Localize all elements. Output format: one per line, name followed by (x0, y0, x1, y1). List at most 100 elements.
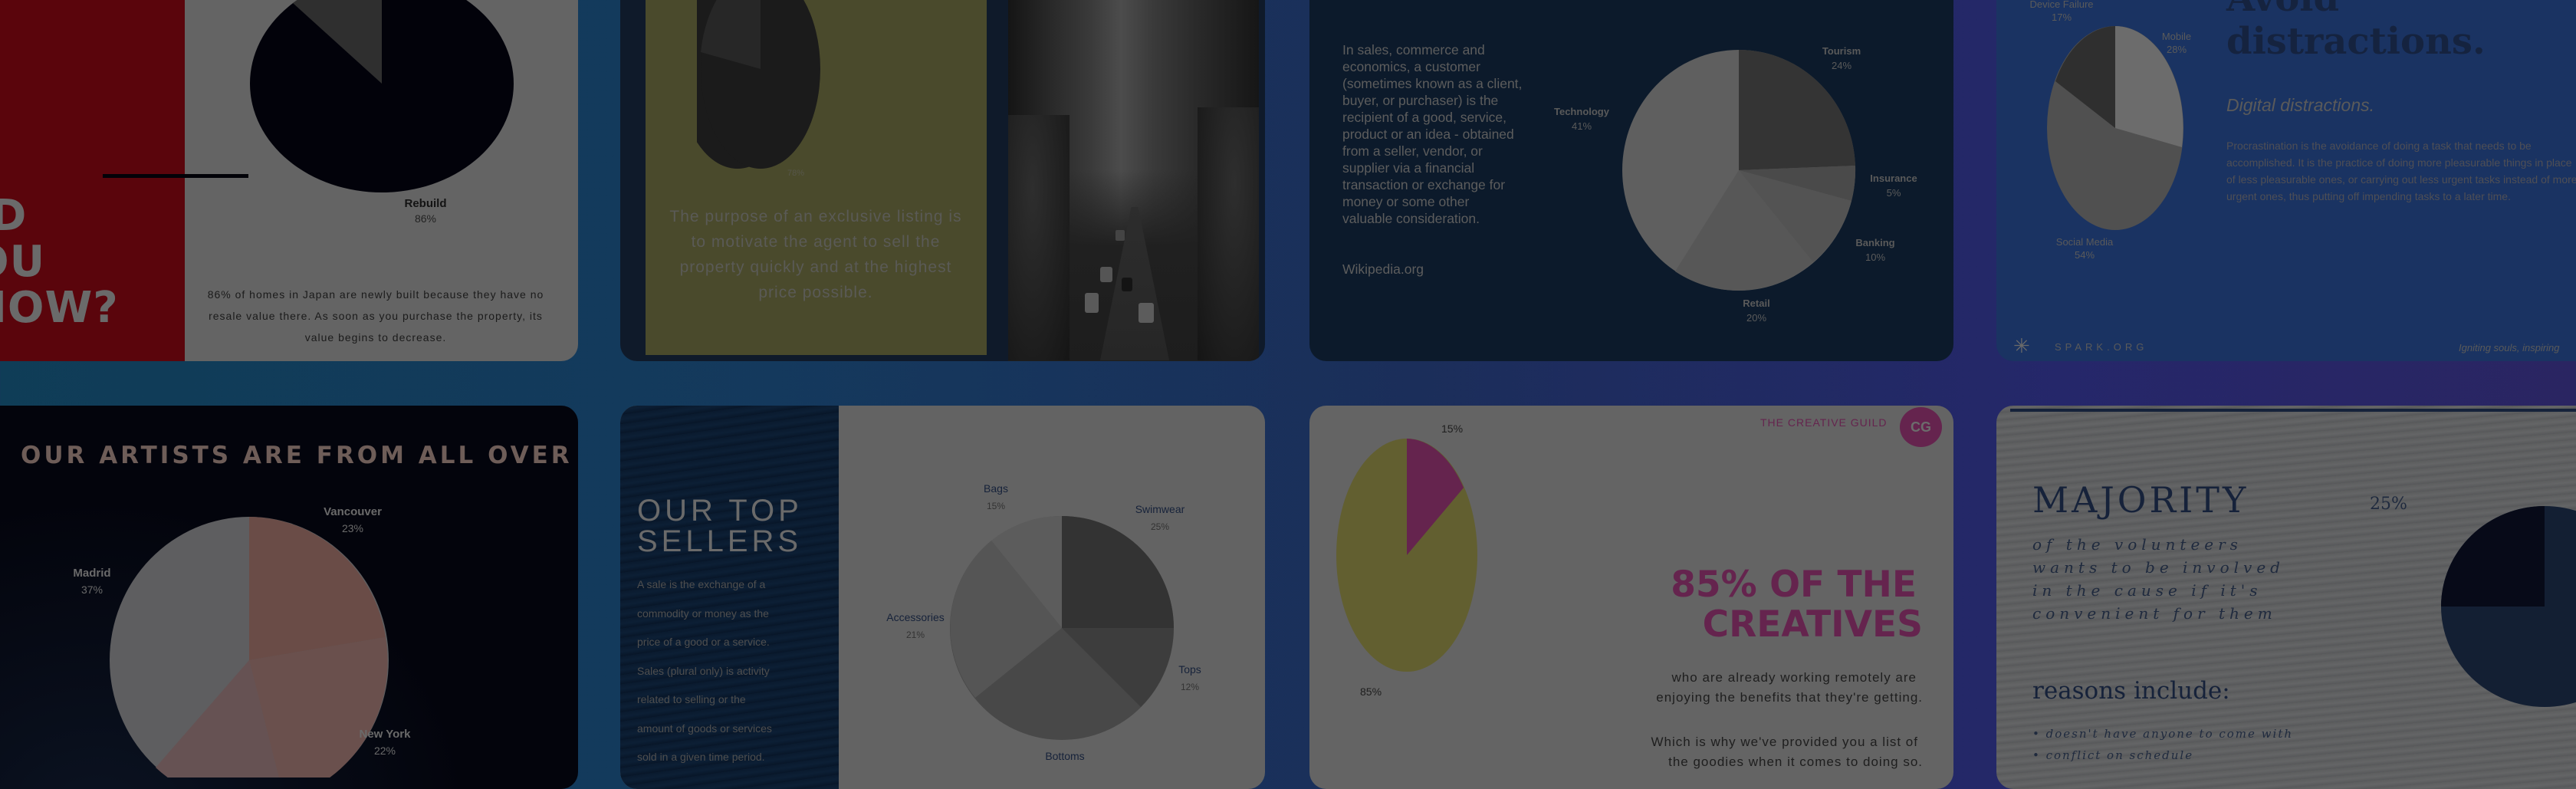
template-card-majority[interactable]: MAJORITY of the volunteers wants to be i… (1996, 406, 2576, 789)
label-insurance: Insurance 5% (1863, 173, 1924, 199)
reason-text: conflict on schedule (2045, 748, 2194, 762)
tagline: Igniting souls, inspiring (2459, 342, 2560, 353)
spark-logo-icon: ✳ (2013, 334, 2030, 357)
label-vancouver: Vancouver 23% (314, 505, 391, 534)
label-value: 22% (373, 745, 396, 757)
reasons-list: • doesn't have anyone to come with • con… (2032, 723, 2293, 766)
template-card-creative-guild[interactable]: THE CREATIVE GUILD CG 15% 85% 85% OF THE… (1309, 406, 1953, 789)
city-street-photo (1008, 0, 1259, 361)
template-card-customer-industries[interactable]: In sales, commerce and economics, a cust… (1309, 0, 1953, 361)
source-text: Wikipedia.org (1342, 261, 1424, 277)
title: OUR ARTISTS ARE FROM ALL OVER (21, 442, 573, 469)
label-name: Mobile (2161, 31, 2192, 42)
label-tourism: Tourism 24% (1811, 45, 1872, 71)
label-new-york: New York 22% (347, 728, 423, 757)
label-value: 10% (1865, 251, 1886, 263)
title: MAJORITY (2032, 479, 2249, 521)
body-line: enjoying the benefits that they're getti… (1656, 690, 1923, 705)
body-text-2: Which is why we've provided you a list o… (1651, 732, 1924, 772)
label-value: 15% (986, 501, 1006, 511)
label-accessories: Accessories 21% (873, 611, 958, 640)
subtitle-line: in the cause if it's (2032, 581, 2262, 600)
title-line: Avoid (2226, 0, 2486, 20)
template-card-avoid-distractions[interactable]: Device Failure 17% Mobile 28% Social Med… (1996, 0, 2576, 361)
headline: 85% OF THE CREATIVES (1671, 565, 1923, 645)
pie-value: 25% (2370, 495, 2407, 514)
body-line: the goodies when it comes to doing so. (1668, 754, 1923, 769)
brand-text: SPARK.ORG (2055, 341, 2148, 353)
body-line: who are already working remotely are (1671, 670, 1917, 685)
label-small-slice: 15% (1441, 422, 1464, 435)
subtitle-line: convenient for them (2032, 604, 2277, 623)
label-name: Tops (1178, 663, 1201, 676)
template-card-did-you-know[interactable]: ID OU NOW? Rebuild 86% 86% of homes in J… (0, 0, 578, 361)
pie-value: 86% (414, 212, 437, 225)
body-line: related to selling or the (637, 693, 746, 705)
body-line: A sale is the exchange of a (637, 578, 766, 590)
pie-chart (701, 0, 820, 169)
reason-item: • conflict on schedule (2032, 748, 2194, 762)
body-line: Which is why we've provided you a list o… (1651, 735, 1918, 749)
title-line: SELLERS (637, 524, 803, 558)
label-swimwear: Swimwear 25% (1122, 503, 1198, 532)
body-line: Sales (plural only) is activity (637, 664, 770, 677)
label-value: 28% (2166, 44, 2187, 55)
headline-line: NOW? (0, 283, 119, 333)
label-name: Technology (1554, 106, 1609, 117)
badge-text: CG (1911, 419, 1931, 435)
label-name: Tourism (1822, 45, 1861, 57)
template-card-top-sellers[interactable]: OUR TOP SELLERS A sale is the exchange o… (620, 406, 1265, 789)
label-name: Madrid (73, 567, 111, 580)
divider-bar (103, 174, 248, 178)
label-value: 20% (1746, 312, 1767, 324)
body-text: 86% of homes in Japan are newly built be… (207, 288, 544, 344)
label-value: 12% (1180, 682, 1200, 692)
label-value: 24% (1831, 60, 1852, 71)
headline-line: CREATIVES (1702, 603, 1923, 646)
body-line: sold in a given time period. (637, 751, 765, 763)
label-value: 54% (2074, 249, 2095, 261)
template-card-exclusive-listing[interactable]: 78% The purpose of an exclusive listing … (620, 0, 1265, 361)
body-text-1: who are already working remotely are enj… (1656, 668, 1923, 708)
label-name: Swimwear (1135, 503, 1185, 515)
label-name: Insurance (1870, 173, 1917, 184)
reason-text: doesn't have anyone to come with (2045, 727, 2294, 741)
label-large-slice: 85% (1360, 685, 1382, 698)
label-name: Retail (1743, 298, 1770, 309)
label-name: Social Media (2055, 236, 2114, 248)
label-name: Vancouver (324, 505, 382, 518)
label-social-media: Social Media 54% (2042, 236, 2127, 261)
pie-chart (2441, 506, 2576, 707)
pie-chart (2047, 26, 2183, 230)
body-text: A sale is the exchange of a commodity or… (637, 570, 821, 772)
body-line: commodity or money as the (637, 607, 769, 620)
label-madrid: Madrid 37% (61, 567, 123, 596)
pie-chart (950, 515, 1174, 740)
pie-chart (250, 0, 514, 192)
label-tops: Tops 12% (1167, 663, 1213, 692)
subtitle: of the volunteers wants to be involved i… (2032, 533, 2285, 625)
label-name: Bottoms (1045, 750, 1085, 762)
body-line: price of a good or a service. (637, 636, 770, 648)
label-name: Accessories (886, 611, 945, 623)
label-value: 5% (1886, 187, 1901, 199)
title: Avoid distractions. (2226, 0, 2486, 63)
headline-line: ID (0, 191, 28, 241)
subtitle-line: wants to be involved (2032, 558, 2285, 577)
cg-badge[interactable]: CG (1900, 407, 1942, 447)
headline-line: OU (0, 237, 46, 287)
title-line: distractions. (2226, 20, 2486, 63)
label-bottoms: Bottoms (1027, 750, 1103, 762)
title-line: OUR TOP (637, 494, 803, 528)
body-text: In sales, commerce and economics, a cust… (1342, 42, 1523, 226)
label-value: 17% (2051, 12, 2072, 23)
subtitle-line: of the volunteers (2032, 535, 2242, 554)
label-value: 21% (905, 630, 925, 640)
label-name: Banking (1855, 237, 1895, 248)
reason-item: • doesn't have anyone to come with (2032, 727, 2294, 741)
label-value: 41% (1571, 120, 1592, 132)
pie-chart (1622, 49, 1856, 291)
label-value: 23% (341, 522, 364, 534)
label-retail: Retail 20% (1726, 298, 1787, 324)
template-card-artists[interactable]: OUR ARTISTS ARE FROM ALL OVER Vancouver … (0, 406, 578, 789)
